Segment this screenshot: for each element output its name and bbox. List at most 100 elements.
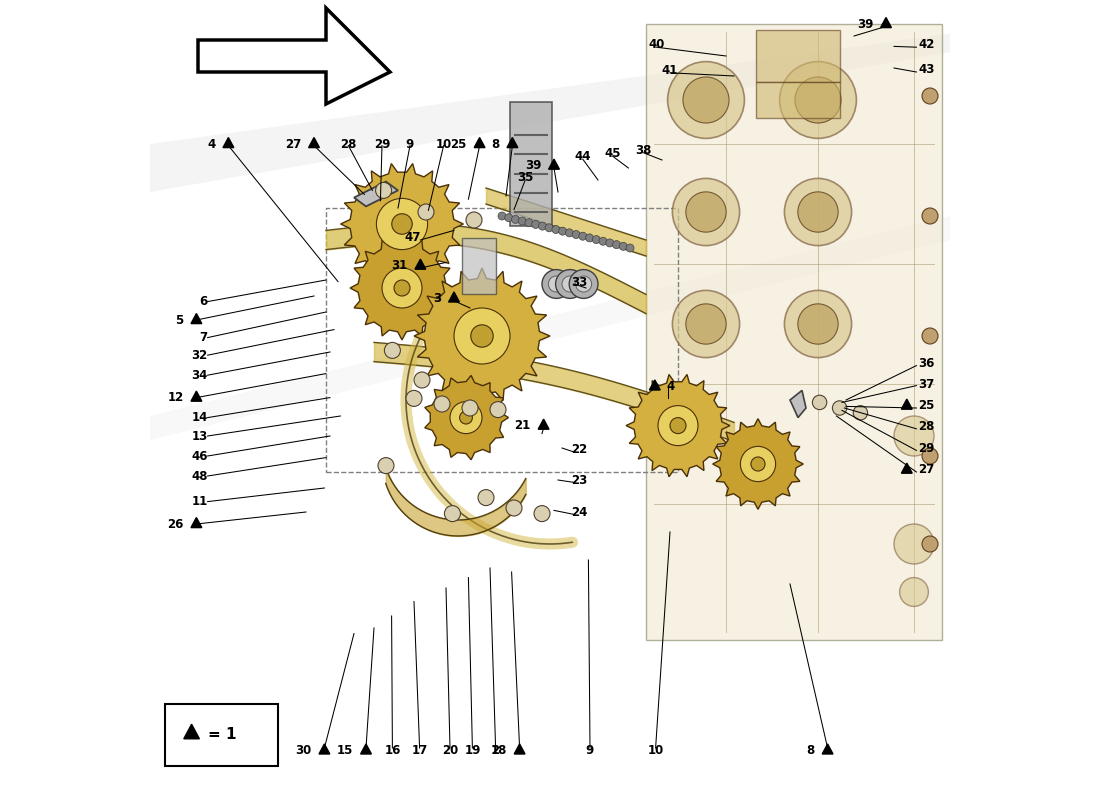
Polygon shape: [514, 744, 525, 754]
Polygon shape: [538, 419, 549, 429]
FancyBboxPatch shape: [462, 238, 496, 294]
Text: 39: 39: [857, 18, 873, 30]
Polygon shape: [415, 259, 426, 269]
Circle shape: [619, 242, 627, 250]
Text: 25: 25: [918, 399, 934, 412]
Circle shape: [552, 226, 560, 234]
Circle shape: [626, 244, 634, 252]
Text: 15: 15: [337, 744, 353, 757]
Circle shape: [392, 214, 412, 234]
Circle shape: [444, 506, 461, 522]
Text: 23: 23: [571, 474, 587, 486]
Circle shape: [498, 212, 506, 220]
FancyBboxPatch shape: [165, 704, 278, 766]
Text: 19: 19: [464, 744, 481, 757]
Text: 21: 21: [515, 419, 531, 432]
Polygon shape: [350, 236, 454, 340]
Circle shape: [613, 241, 620, 249]
Text: 38: 38: [636, 144, 652, 157]
Circle shape: [518, 217, 526, 225]
Text: 27: 27: [285, 138, 301, 150]
Polygon shape: [414, 268, 550, 404]
Polygon shape: [319, 744, 330, 754]
Text: 16: 16: [384, 744, 400, 757]
Text: 7: 7: [199, 331, 208, 344]
Circle shape: [450, 402, 482, 434]
Text: 20: 20: [442, 744, 458, 757]
Circle shape: [922, 328, 938, 344]
Circle shape: [922, 88, 938, 104]
Text: 24: 24: [571, 506, 587, 518]
Circle shape: [579, 232, 586, 240]
Text: 30: 30: [295, 744, 311, 757]
Polygon shape: [150, 216, 950, 440]
Text: 11: 11: [191, 495, 208, 508]
Text: 3: 3: [433, 292, 441, 305]
Circle shape: [922, 536, 938, 552]
Polygon shape: [649, 380, 660, 390]
Polygon shape: [150, 34, 950, 192]
Polygon shape: [184, 724, 199, 739]
Text: 5: 5: [175, 314, 184, 326]
Text: 36: 36: [918, 358, 934, 370]
Text: 29: 29: [918, 442, 934, 454]
Circle shape: [549, 276, 564, 292]
Circle shape: [780, 62, 857, 138]
Text: 35: 35: [517, 171, 534, 184]
Text: 12: 12: [167, 391, 184, 404]
Circle shape: [672, 290, 739, 358]
Polygon shape: [191, 518, 201, 528]
Circle shape: [384, 342, 400, 358]
Circle shape: [670, 418, 686, 434]
Polygon shape: [790, 390, 806, 418]
Circle shape: [565, 229, 573, 237]
Polygon shape: [474, 138, 485, 147]
Circle shape: [454, 308, 510, 364]
Circle shape: [462, 400, 478, 416]
Circle shape: [394, 280, 410, 296]
Circle shape: [813, 395, 827, 410]
Circle shape: [795, 77, 842, 123]
Text: 2: 2: [492, 744, 499, 757]
Circle shape: [572, 230, 580, 238]
Text: 9: 9: [406, 138, 414, 150]
Circle shape: [854, 406, 868, 420]
Circle shape: [685, 304, 726, 344]
Circle shape: [534, 506, 550, 522]
Polygon shape: [341, 163, 463, 285]
FancyBboxPatch shape: [757, 30, 839, 82]
Circle shape: [378, 458, 394, 474]
Circle shape: [922, 208, 938, 224]
Text: 47: 47: [404, 231, 420, 244]
Text: 31: 31: [392, 259, 408, 272]
Text: 18: 18: [491, 744, 507, 757]
Circle shape: [592, 235, 601, 243]
Circle shape: [668, 62, 745, 138]
Circle shape: [606, 239, 614, 247]
Circle shape: [922, 448, 938, 464]
Text: 46: 46: [191, 450, 208, 462]
Text: 8: 8: [806, 744, 815, 757]
Circle shape: [685, 192, 726, 232]
Text: 17: 17: [411, 744, 428, 757]
Circle shape: [562, 276, 578, 292]
Text: 28: 28: [918, 420, 934, 433]
Polygon shape: [425, 375, 508, 460]
Circle shape: [414, 372, 430, 388]
Text: 4: 4: [208, 138, 216, 150]
Text: 4: 4: [666, 380, 674, 393]
Text: 9: 9: [586, 744, 594, 757]
Polygon shape: [191, 314, 201, 323]
Text: 26: 26: [167, 518, 184, 530]
Text: 25: 25: [450, 138, 466, 150]
Polygon shape: [822, 744, 833, 754]
Circle shape: [512, 215, 519, 223]
Circle shape: [740, 446, 776, 482]
Circle shape: [542, 270, 571, 298]
Polygon shape: [507, 138, 518, 147]
Circle shape: [506, 500, 522, 516]
Circle shape: [375, 182, 392, 198]
Text: 8: 8: [492, 138, 499, 150]
Circle shape: [585, 234, 594, 242]
Polygon shape: [901, 463, 912, 474]
